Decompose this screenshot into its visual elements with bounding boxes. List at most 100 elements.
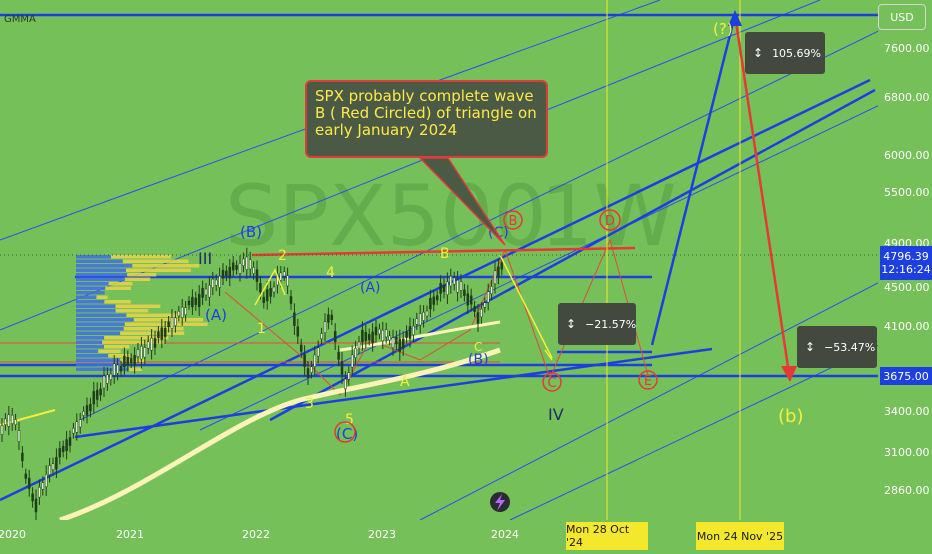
candle-body xyxy=(395,337,397,344)
candle-body xyxy=(83,411,85,415)
candle-body xyxy=(79,420,81,427)
candle-body xyxy=(474,306,476,311)
candle-body xyxy=(113,364,115,375)
volume-bar-yellow xyxy=(126,314,178,318)
svg-text:2: 2 xyxy=(278,248,287,264)
candle-body xyxy=(25,474,27,479)
candle-body xyxy=(42,483,44,490)
volume-bar-blue xyxy=(76,273,127,277)
candle-body xyxy=(188,301,190,305)
candle-body xyxy=(331,315,333,320)
volume-bar-blue xyxy=(76,278,125,282)
candle-body xyxy=(385,330,387,337)
candle-body xyxy=(256,270,258,282)
candle-body xyxy=(378,329,380,334)
candle-body xyxy=(157,332,159,338)
volume-bar-yellow xyxy=(125,278,151,282)
candle-body xyxy=(168,322,170,327)
candle-body xyxy=(392,338,394,348)
current-price-tag: 4796.39 12:16:24 xyxy=(880,246,932,280)
candle-body xyxy=(324,322,326,333)
price-tick-label: 4500.00 xyxy=(884,281,930,294)
candle-body xyxy=(110,374,112,380)
price-tick-label: 7600.00 xyxy=(884,42,930,55)
svg-text:(B): (B) xyxy=(468,352,489,368)
candle-body xyxy=(198,294,200,306)
candle-body xyxy=(130,359,132,363)
svg-text:1: 1 xyxy=(257,321,266,337)
volume-bar-yellow xyxy=(120,332,184,336)
candle-body xyxy=(249,260,251,269)
candle-body xyxy=(365,332,367,341)
candle-body xyxy=(55,457,57,469)
candle-body xyxy=(32,494,34,501)
candle-body xyxy=(321,334,323,339)
volume-bar-yellow xyxy=(126,269,191,273)
candle-body xyxy=(191,297,193,307)
candle-body xyxy=(76,422,78,433)
candle-body xyxy=(225,271,227,276)
candle-body xyxy=(494,271,496,284)
candle-body xyxy=(307,369,309,378)
volume-bar-yellow xyxy=(132,264,199,268)
candle-body xyxy=(361,330,363,342)
candle-body xyxy=(164,328,166,336)
volume-bar-blue xyxy=(76,305,116,309)
time-tick-label: 2020 xyxy=(0,528,26,541)
volume-bar-blue xyxy=(76,296,96,300)
candle-body xyxy=(253,267,255,273)
candle-body xyxy=(375,327,377,335)
svg-text:III: III xyxy=(198,249,212,268)
candle-body xyxy=(120,366,122,371)
candle-body xyxy=(127,357,129,365)
candle-body xyxy=(314,355,316,367)
measure-icon: ↕ xyxy=(566,317,575,331)
svg-text:(A): (A) xyxy=(360,280,381,296)
svg-text:B: B xyxy=(509,214,518,229)
volume-bar-yellow xyxy=(96,296,107,300)
idea-callout: SPX probably complete wave B ( Red Circl… xyxy=(305,80,548,158)
candle-body xyxy=(123,356,125,367)
candle-body xyxy=(35,499,37,512)
candle-body xyxy=(134,355,136,365)
svg-text:E: E xyxy=(644,374,652,389)
svg-text:3: 3 xyxy=(305,396,314,412)
candle-body xyxy=(419,314,421,325)
candle-body xyxy=(450,276,452,286)
candle-body xyxy=(89,404,91,411)
volume-bar-blue xyxy=(76,323,125,327)
candle-body xyxy=(368,334,370,339)
candle-body xyxy=(304,355,306,367)
candle-body xyxy=(443,285,445,292)
candle-body xyxy=(263,297,265,303)
candle-body xyxy=(406,331,408,337)
volume-bar-yellow xyxy=(109,282,133,286)
candle-body xyxy=(239,263,241,273)
volume-bar-blue xyxy=(76,314,126,318)
volume-bar-blue xyxy=(76,300,104,304)
candle-body xyxy=(426,311,428,316)
currency-button[interactable]: USD xyxy=(878,4,926,30)
volume-bar-blue xyxy=(76,341,102,345)
candle-body xyxy=(317,348,319,356)
candle-body xyxy=(106,375,108,384)
volume-bar-blue xyxy=(76,264,132,268)
volume-bar-blue xyxy=(76,255,111,259)
volume-bar-yellow xyxy=(98,350,120,354)
volume-bar-yellow xyxy=(105,287,131,291)
volume-bar-blue xyxy=(76,260,123,264)
candle-body xyxy=(144,348,146,358)
svg-text:(b): (b) xyxy=(778,406,803,427)
candle-body xyxy=(412,326,414,335)
candle-body xyxy=(440,283,442,293)
candle-body xyxy=(154,339,156,348)
candle-body xyxy=(195,298,197,305)
candle-body xyxy=(86,406,88,416)
candle-body xyxy=(341,362,343,375)
candle-body xyxy=(480,309,482,317)
candle-body xyxy=(470,296,472,304)
time-tick-label: 2022 xyxy=(242,528,270,541)
candle-body xyxy=(266,290,268,301)
volume-bar-blue xyxy=(76,359,120,363)
